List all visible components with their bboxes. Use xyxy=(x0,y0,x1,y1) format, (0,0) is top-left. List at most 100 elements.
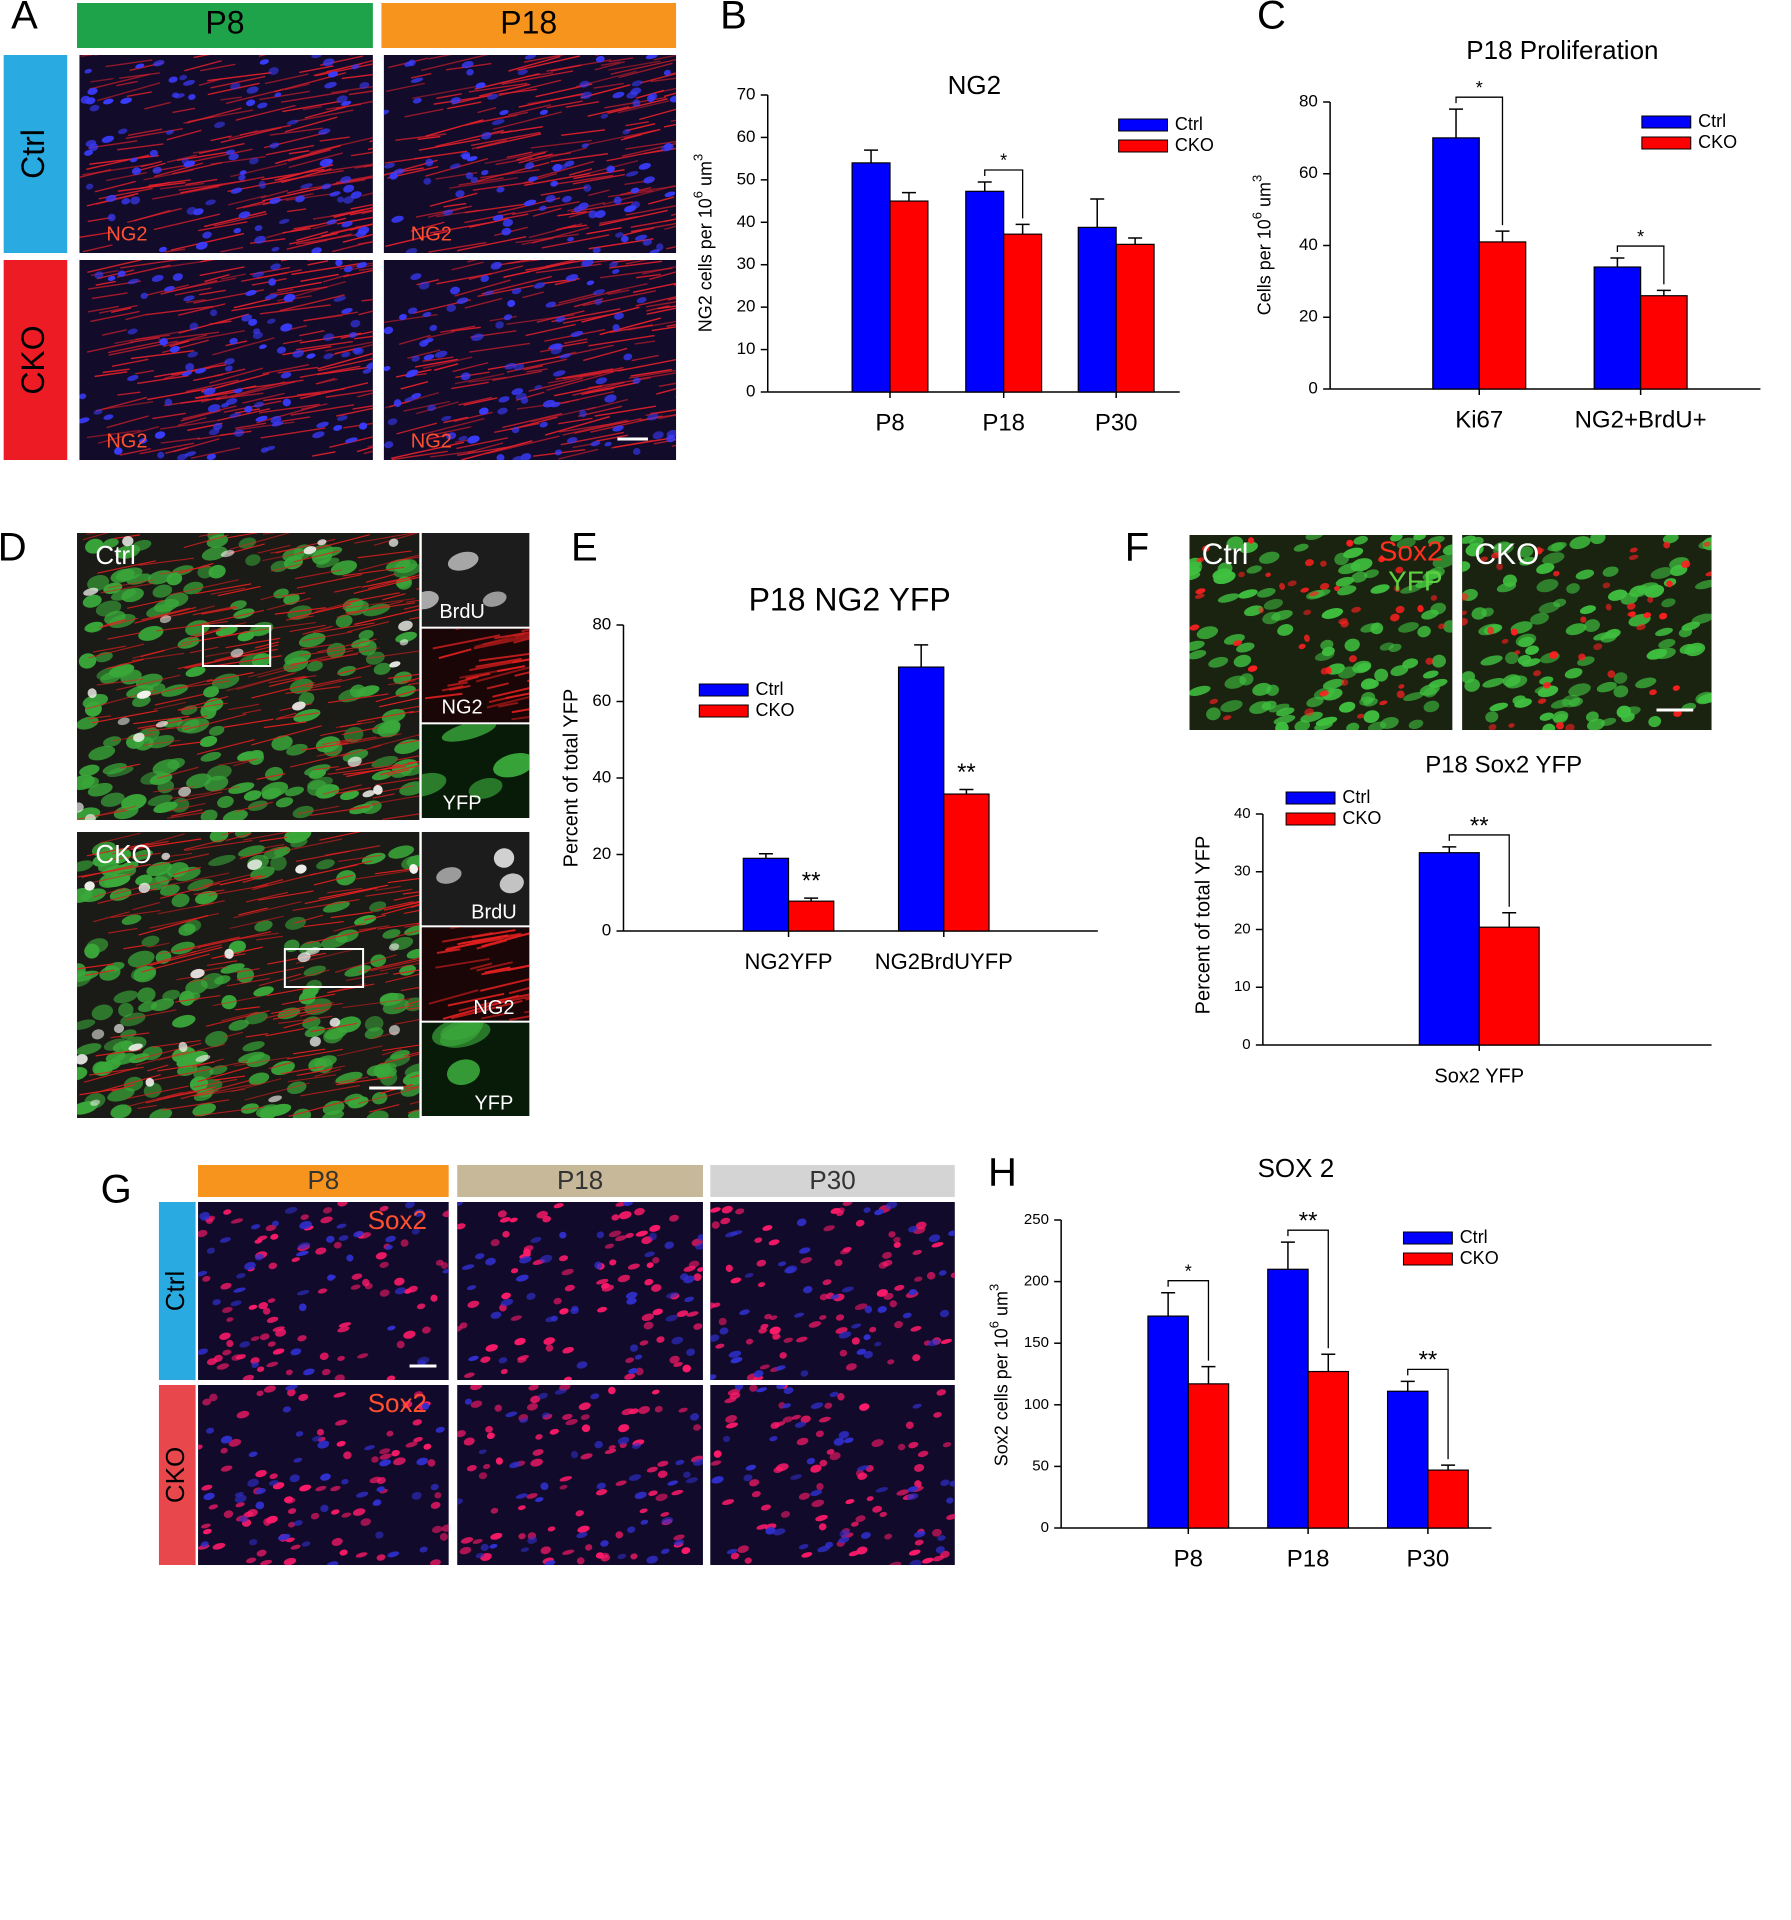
nucleus xyxy=(247,859,263,870)
fiber xyxy=(141,953,210,973)
nucleus xyxy=(223,1209,232,1215)
nucleus xyxy=(407,307,418,314)
nucleus xyxy=(418,281,430,290)
nucleus xyxy=(298,1393,309,1401)
nucleus xyxy=(799,1247,811,1254)
fiber xyxy=(225,88,284,105)
fiber xyxy=(545,260,578,268)
fiber xyxy=(269,288,294,295)
nucleus xyxy=(259,59,269,65)
fiber xyxy=(358,310,373,316)
nucleus xyxy=(940,1338,952,1345)
nucleus xyxy=(1276,707,1295,717)
nucleus xyxy=(400,763,420,777)
fiber xyxy=(302,920,344,928)
fiber xyxy=(220,246,244,253)
nucleus xyxy=(162,989,180,1001)
nucleus xyxy=(409,863,419,874)
nucleus xyxy=(292,805,314,819)
nucleus xyxy=(618,1424,630,1433)
fiber xyxy=(304,678,343,688)
fiber xyxy=(385,973,420,983)
fiber xyxy=(594,61,625,71)
fiber xyxy=(82,244,113,253)
fiber xyxy=(671,444,677,447)
nucleus xyxy=(1194,593,1205,599)
nucleus xyxy=(907,1486,919,1492)
nucleus xyxy=(490,261,503,270)
nucleus xyxy=(1564,668,1583,679)
nucleus xyxy=(356,262,368,269)
y-axis-label-part: Sox2 cells per 10 xyxy=(991,1328,1011,1466)
nucleus xyxy=(215,624,238,637)
nucleus xyxy=(796,1437,809,1446)
fiber xyxy=(333,206,373,218)
nucleus xyxy=(1556,721,1564,730)
fiber xyxy=(147,725,190,732)
fiber xyxy=(454,279,511,297)
nucleus xyxy=(247,1478,259,1487)
fiber xyxy=(561,129,606,136)
nucleus xyxy=(553,1203,564,1209)
fiber xyxy=(265,144,315,156)
nucleus xyxy=(1593,643,1603,651)
fiber xyxy=(147,387,213,401)
significance-bracket xyxy=(1167,1280,1210,1361)
bar xyxy=(897,666,945,932)
nucleus xyxy=(387,418,398,426)
nucleus xyxy=(713,1450,722,1458)
nucleus xyxy=(1462,610,1468,616)
fiber xyxy=(147,942,170,948)
nucleus xyxy=(261,787,282,800)
nucleus xyxy=(815,1430,824,1438)
nucleus xyxy=(1462,561,1471,572)
nucleus xyxy=(255,1253,264,1261)
nucleus xyxy=(85,538,104,554)
fiber xyxy=(130,350,194,360)
nucleus xyxy=(625,1232,634,1239)
nucleus xyxy=(228,782,255,794)
nucleus xyxy=(1628,554,1639,560)
nucleus xyxy=(669,95,677,103)
nucleus xyxy=(1443,620,1453,633)
nucleus xyxy=(950,1272,955,1279)
fiber xyxy=(106,171,147,182)
fiber xyxy=(111,1084,135,1092)
nucleus xyxy=(295,864,307,874)
nucleus xyxy=(84,881,95,891)
nucleus xyxy=(412,1419,422,1426)
significance-label: ** xyxy=(957,759,976,786)
fiber xyxy=(216,408,271,422)
nucleus xyxy=(634,1491,647,1500)
y-axis-label-part: 6 xyxy=(986,1321,1001,1328)
nucleus xyxy=(272,1348,285,1355)
nucleus xyxy=(298,1303,307,1312)
nucleus xyxy=(1273,715,1296,725)
nucleus xyxy=(863,1350,873,1359)
nucleus xyxy=(718,1317,727,1326)
fiber xyxy=(127,599,164,609)
nucleus xyxy=(203,686,219,698)
nucleus xyxy=(530,1395,541,1404)
nucleus xyxy=(79,393,87,400)
fiber xyxy=(192,1058,224,1068)
nucleus xyxy=(271,735,293,751)
nucleus xyxy=(91,1004,114,1021)
nucleus xyxy=(902,1312,912,1319)
nucleus xyxy=(88,143,99,152)
nucleus xyxy=(594,1440,603,1449)
nucleus xyxy=(393,399,402,407)
nucleus xyxy=(601,1284,614,1292)
fiber xyxy=(253,878,284,889)
row-header xyxy=(3,55,68,253)
nucleus xyxy=(234,429,245,437)
nucleus xyxy=(596,1482,606,1490)
fiber xyxy=(357,241,373,245)
nucleus xyxy=(566,437,578,444)
nucleus xyxy=(284,1206,298,1214)
fiber xyxy=(239,845,287,860)
nucleus xyxy=(351,638,371,649)
nucleus xyxy=(1607,670,1616,678)
micrograph-texture xyxy=(710,1385,955,1565)
fiber xyxy=(336,1045,383,1057)
